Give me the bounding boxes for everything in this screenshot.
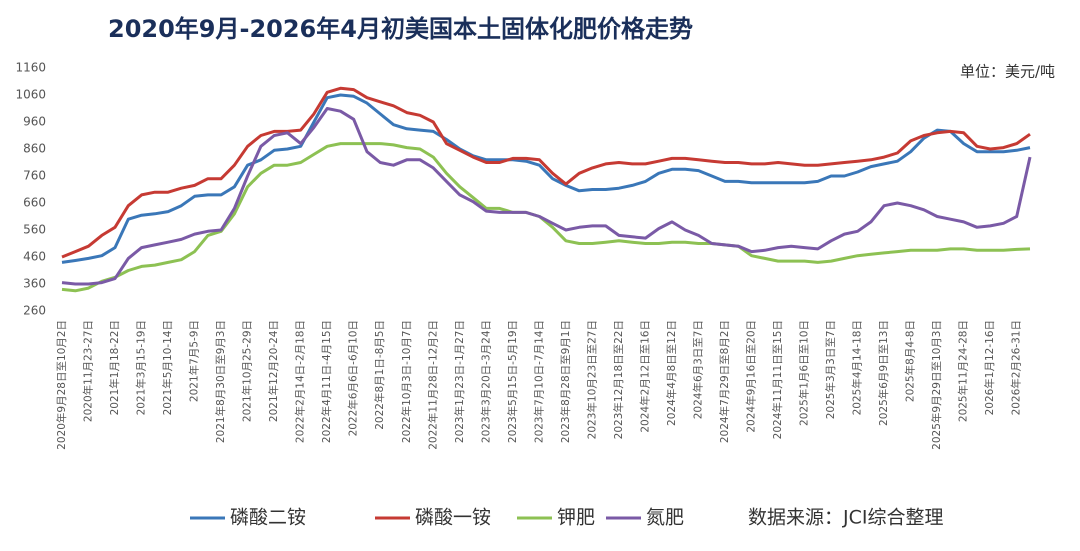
x-tick-label: 2020年11月23-27日 [82, 320, 95, 422]
chart-title: 2020年9月-2026年4月初美国本土固体化肥价格走势 [108, 15, 693, 43]
y-tick-label: 560 [23, 223, 46, 237]
y-tick-label: 360 [23, 277, 46, 291]
legend-label: 磷酸一铵 [415, 507, 491, 529]
y-tick-label: 460 [23, 250, 46, 264]
legend-label: 氮肥 [646, 507, 684, 529]
legend-label: 磷酸二铵 [230, 507, 306, 529]
x-tick-label: 2022年4月11日-4月15日 [320, 320, 333, 443]
x-tick-label: 2025年11月24-28日 [957, 320, 970, 422]
x-tick-label: 2020年9月28日至10月2日 [55, 320, 68, 450]
x-tick-label: 2022年6月6日-6月10日 [347, 320, 360, 436]
x-tick-label: 2024年9月16日至20日 [745, 320, 758, 433]
x-tick-label: 2023年5月15日-5月19日 [506, 320, 519, 443]
x-tick-label: 2024年11月11日至15日 [771, 320, 784, 439]
x-tick-label: 2023年7月10日-7月14日 [532, 320, 545, 443]
x-tick-label: 2022年8月1日-8月5日 [373, 320, 386, 430]
y-tick-label: 1160 [15, 61, 46, 75]
series-line [61, 86, 1031, 259]
x-tick-label: 2021年5月10-14日 [161, 320, 174, 415]
source-note: 数据来源：JCI综合整理 [748, 507, 943, 529]
x-tick-label: 2021年10月25-29日 [241, 320, 254, 422]
x-tick-label: 2021年8月30日至9月3日 [214, 320, 227, 443]
x-tick-label: 2025年3月3日至7日 [824, 320, 837, 419]
series-line [61, 93, 1031, 264]
legend-label: 钾肥 [557, 507, 595, 529]
x-tick-label: 2024年2月12日至16日 [638, 320, 651, 433]
x-tick-label: 2023年1月23日-1月27日 [453, 320, 466, 443]
x-tick-label: 2025年6月9日至13日 [877, 320, 890, 426]
x-tick-label: 2026年2月26-31日 [1010, 320, 1023, 415]
x-tick-label: 2021年12月20-24日 [267, 320, 280, 422]
y-tick-label: 860 [23, 142, 46, 156]
x-tick-label: 2025年9月29日至10月3日 [930, 320, 943, 450]
x-tick-label: 2021年7月5-9日 [188, 320, 201, 402]
x-tick-label: 2025年1月6日至10日 [798, 320, 811, 426]
x-tick-label: 2026年1月12-16日 [983, 320, 996, 415]
x-tick-label: 2023年10月23日至27日 [585, 320, 598, 439]
x-tick-label: 2025年8月4-8日 [904, 320, 917, 402]
x-tick-label: 2024年6月3日至7日 [691, 320, 704, 419]
x-tick-label: 2023年12月18日至22日 [612, 320, 625, 439]
y-tick-label: 260 [23, 304, 46, 318]
y-tick-label: 760 [23, 169, 46, 183]
y-tick-label: 660 [23, 196, 46, 210]
series-line [61, 107, 1032, 286]
unit-label: 单位：美元/吨 [960, 63, 1055, 81]
x-tick-label: 2023年3月20日-3月24日 [479, 320, 492, 443]
x-tick-label: 2024年7月29日至8月2日 [718, 320, 731, 443]
x-tick-label: 2022年2月14日-2月18日 [294, 320, 307, 443]
x-tick-label: 2021年1月18-22日 [108, 320, 121, 415]
x-tick-label: 2024年4月8日至12日 [665, 320, 678, 426]
x-tick-label: 2023年8月28日至9月1日 [559, 320, 572, 443]
y-tick-label: 960 [23, 115, 46, 129]
x-tick-label: 2022年11月28日-12月2日 [426, 320, 439, 450]
x-tick-label: 2021年3月15-19日 [135, 320, 148, 415]
x-tick-label: 2025年4月14-18日 [851, 320, 864, 415]
y-tick-label: 1060 [15, 88, 46, 102]
x-tick-label: 2022年10月3日-10月7日 [400, 320, 413, 443]
